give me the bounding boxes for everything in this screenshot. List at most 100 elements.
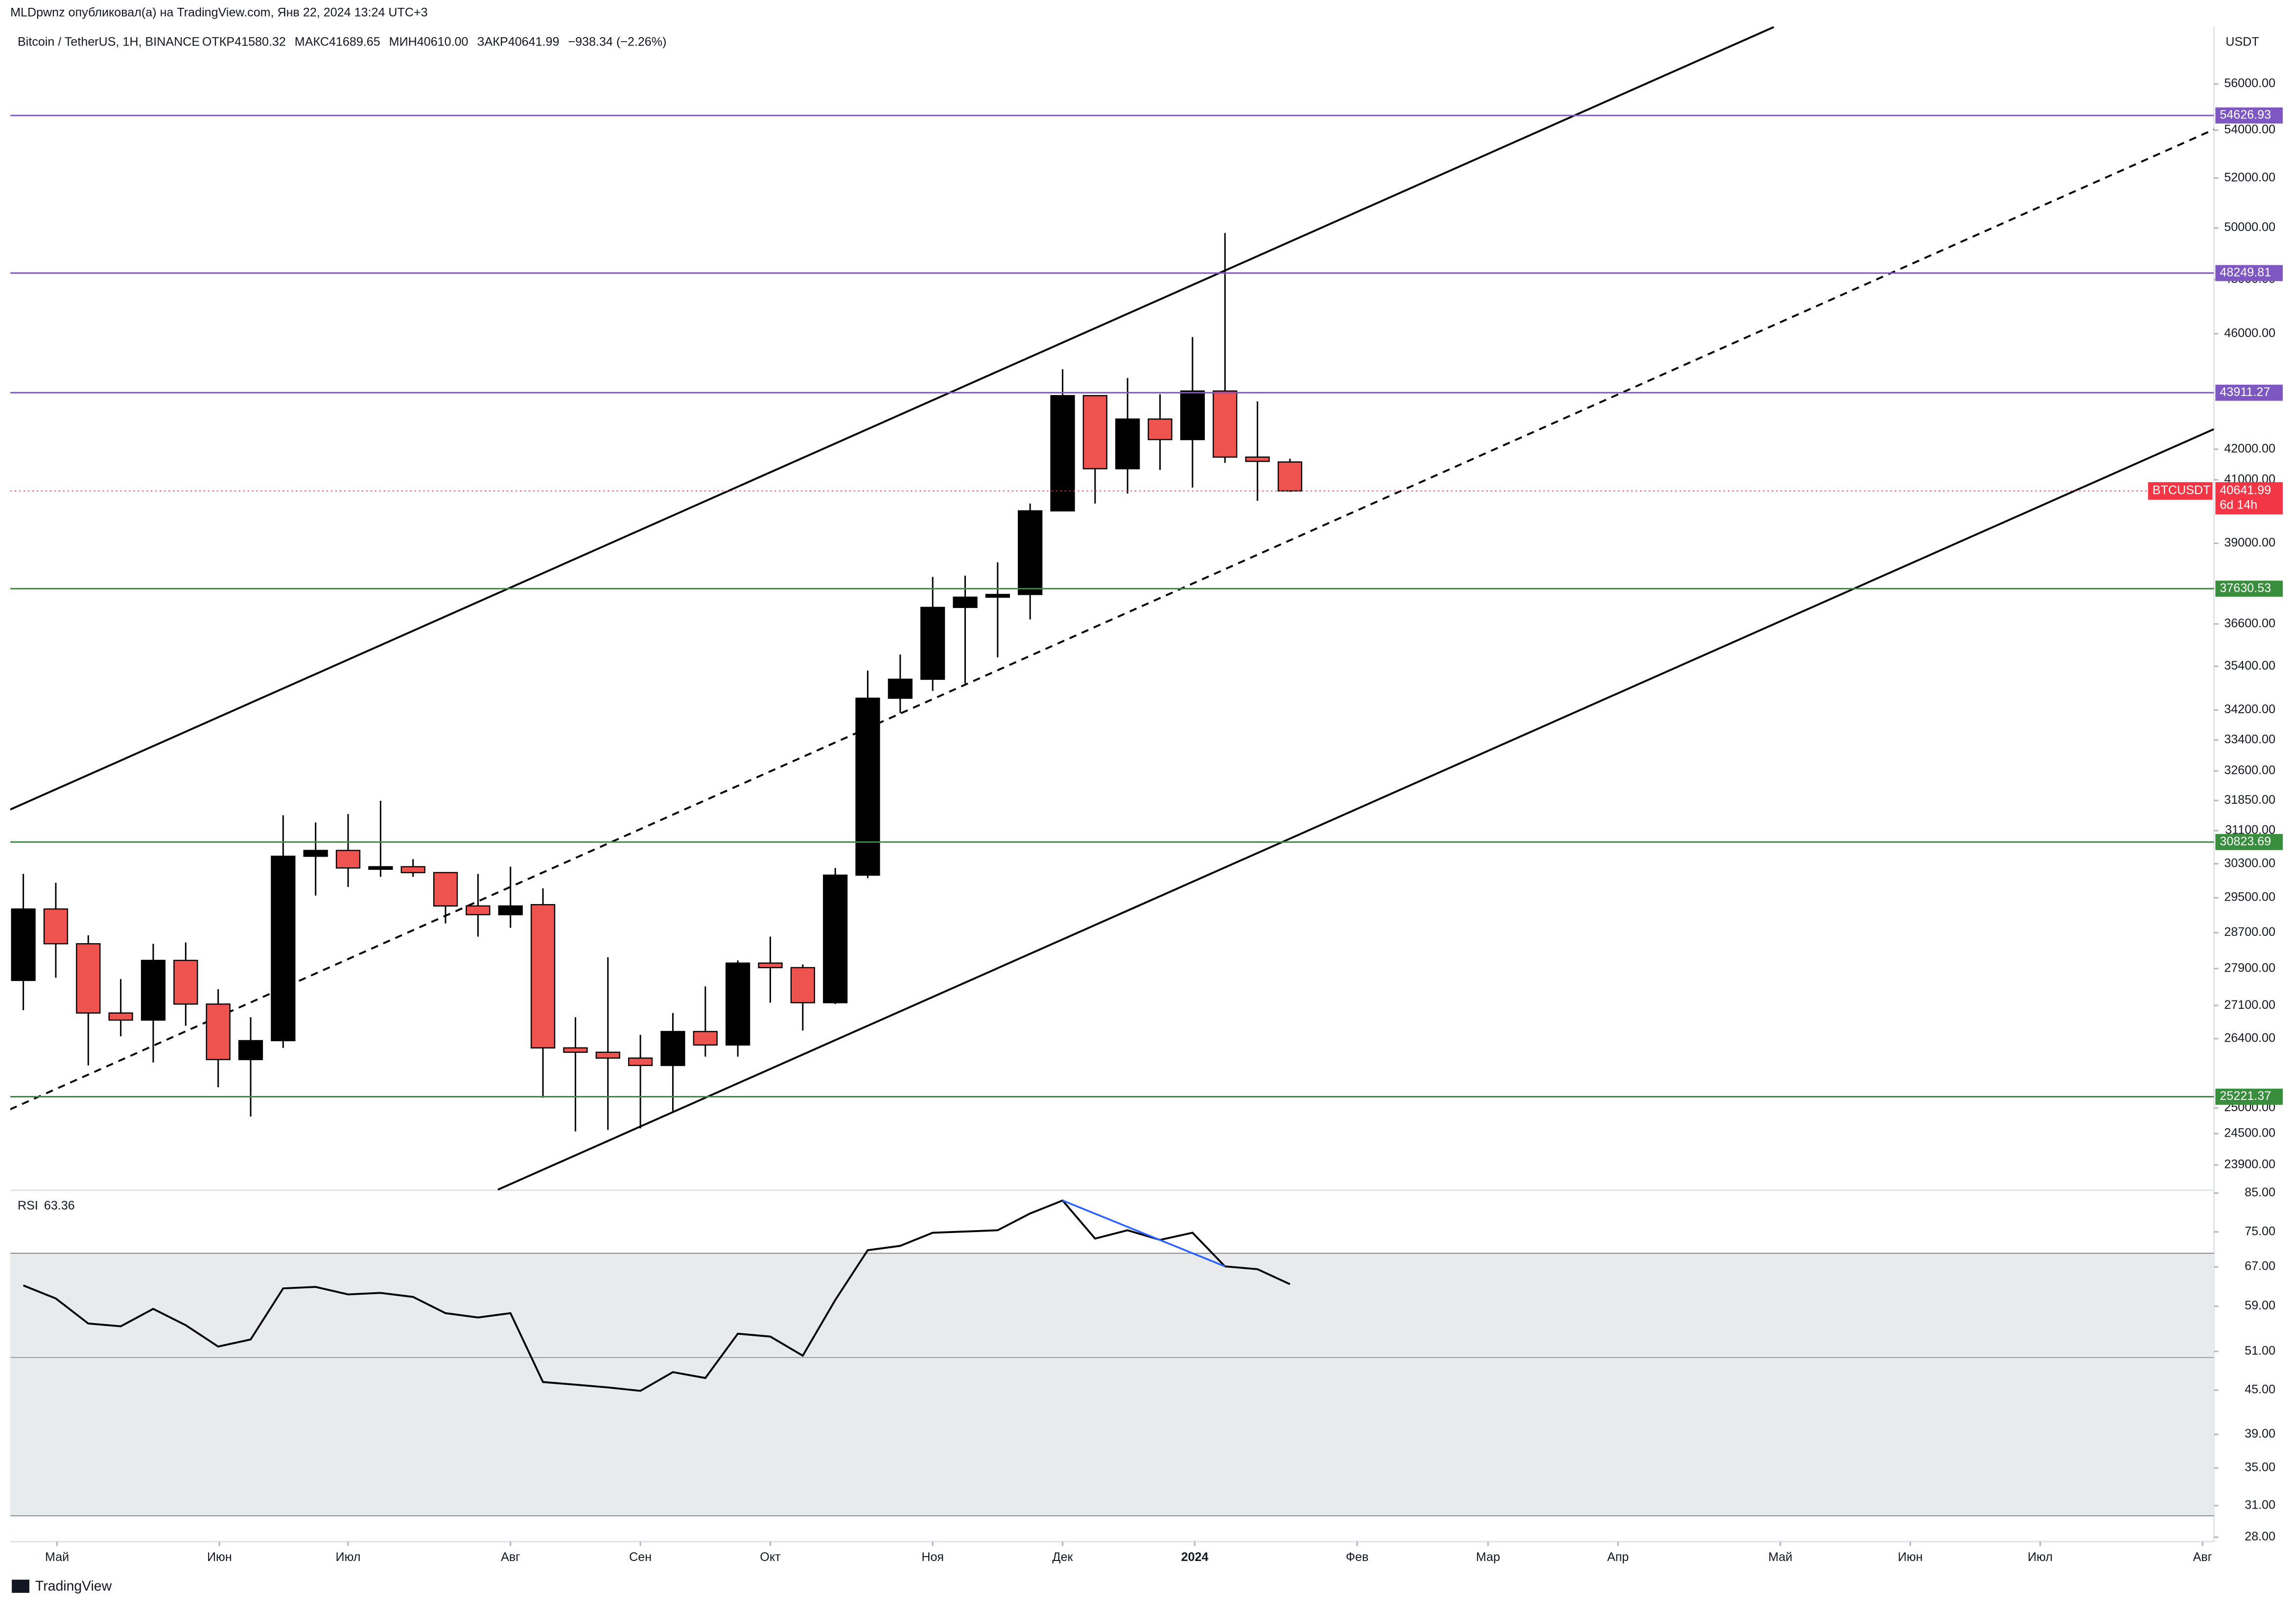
- y-tick-label: 75.00: [2245, 1224, 2275, 1238]
- y-tick-label: 39.00: [2245, 1427, 2275, 1441]
- candle-body: [141, 959, 166, 1021]
- symbol-label: BTCUSDT: [2153, 484, 2211, 497]
- level-label: 54626.93: [2220, 108, 2271, 122]
- x-tick-label: Фев: [1346, 1550, 1368, 1564]
- legend-value: 40641.99: [508, 35, 560, 48]
- candle-body: [855, 698, 880, 876]
- candle-body: [1180, 390, 1205, 441]
- legend-key: МАКС: [295, 35, 329, 48]
- header: MLDpwnz опубликовал(а) на TradingView.co…: [10, 6, 428, 20]
- y-tick-label: 28700.00: [2224, 925, 2275, 939]
- candle-body: [888, 678, 913, 699]
- y-tick-label: 67.00: [2245, 1259, 2275, 1273]
- candle-body: [726, 962, 750, 1046]
- x-tick-label: Июн: [1898, 1550, 1923, 1564]
- x-tick-label: Июл: [336, 1550, 361, 1564]
- brand: TradingView: [35, 1579, 112, 1594]
- rsi-value: 63.36: [44, 1199, 75, 1212]
- y-tick-label: 28.00: [2245, 1530, 2275, 1543]
- x-tick-label: Авг: [2193, 1550, 2212, 1564]
- rsi-band: [10, 1253, 2214, 1516]
- candle-body: [498, 905, 523, 915]
- candle-body: [11, 908, 36, 981]
- y-tick-label: 50000.00: [2224, 220, 2275, 234]
- candle-body: [985, 594, 1010, 598]
- level-tag: [2215, 1089, 2283, 1105]
- level-tag: [2215, 834, 2283, 850]
- x-tick-label: Май: [1768, 1550, 1792, 1564]
- legend-change: −938.34 (−2.26%): [568, 35, 666, 48]
- legend-value: 41689.65: [329, 35, 380, 48]
- brand-logo: [12, 1580, 29, 1593]
- candle-body: [238, 1040, 263, 1060]
- y-tick-label: 46000.00: [2224, 326, 2275, 340]
- candle-body: [173, 959, 198, 1005]
- level-tag: [2215, 384, 2283, 401]
- candle-body: [108, 1012, 133, 1021]
- candle-body: [530, 904, 556, 1048]
- y-tick-label: 27100.00: [2224, 998, 2275, 1012]
- candle-body: [660, 1031, 685, 1066]
- candle-body: [1245, 456, 1270, 462]
- y-tick-label: 26400.00: [2224, 1031, 2275, 1045]
- candle-body: [628, 1057, 653, 1066]
- y-tick-label: 39000.00: [2224, 536, 2275, 550]
- candle-body: [1148, 418, 1172, 441]
- symbol: Bitcoin / TetherUS, 1Н, BINANCE: [18, 35, 200, 48]
- y-tick-label: 33400.00: [2224, 733, 2275, 746]
- x-tick-label: Авг: [501, 1550, 520, 1564]
- level-tag: [2215, 107, 2283, 124]
- legend-value: 40610.00: [417, 35, 469, 48]
- y-tick-label: 24500.00: [2224, 1126, 2275, 1140]
- trendline: [10, 128, 2214, 1111]
- x-tick-label: Апр: [1607, 1550, 1629, 1564]
- trendline: [497, 428, 2214, 1190]
- y-tick-label: 35400.00: [2224, 659, 2275, 673]
- rsi-name: RSI: [18, 1199, 38, 1212]
- level-label: 37630.53: [2220, 581, 2271, 595]
- x-tick-label: 2024: [1181, 1550, 1209, 1564]
- candle-body: [368, 866, 393, 870]
- price-tag: [2215, 482, 2283, 514]
- y-tick-label: 32600.00: [2224, 764, 2275, 777]
- y-tick-label: 52000.00: [2224, 170, 2275, 184]
- trendline: [10, 26, 1775, 811]
- rsi-line: [23, 1199, 1290, 1392]
- level-tag: [2215, 581, 2283, 597]
- y-tick-label: 35.00: [2245, 1461, 2275, 1474]
- legend-key: ОТКР: [202, 35, 234, 48]
- y-tick-label: 30300.00: [2224, 856, 2275, 870]
- last-price-label: 40641.99: [2220, 484, 2271, 497]
- symbol-tag: [2148, 482, 2213, 500]
- candle-body: [758, 962, 783, 969]
- candle-body: [76, 943, 101, 1014]
- legend-key: МИН: [389, 35, 417, 48]
- y-tick-label: 29500.00: [2224, 890, 2275, 904]
- y-tick-label: 85.00: [2245, 1186, 2275, 1199]
- candle-body: [1115, 418, 1140, 469]
- y-tick-label: 56000.00: [2224, 76, 2275, 90]
- legend: ОТКР41580.32 МАКС41689.65 МИН40610.00 ЗАКР4…: [202, 35, 667, 48]
- y-tick-label: 54000.00: [2224, 123, 2275, 137]
- x-tick-label: Сен: [629, 1550, 652, 1564]
- candle-body: [433, 872, 458, 907]
- candle-body: [466, 905, 491, 915]
- candle-body: [1277, 461, 1303, 492]
- candle-body: [335, 850, 361, 869]
- y-tick-label: 34200.00: [2224, 702, 2275, 716]
- y-tick-label: 42000.00: [2224, 442, 2275, 455]
- y-tick-label: 51.00: [2245, 1344, 2275, 1357]
- y-tick-label: 23900.00: [2224, 1158, 2275, 1171]
- candle-body: [206, 1003, 231, 1060]
- level-label: 48249.81: [2220, 266, 2271, 279]
- x-tick-label: Июл: [2028, 1550, 2053, 1564]
- candle-body: [1082, 395, 1108, 469]
- candle-body: [563, 1047, 588, 1053]
- x-tick-label: Мар: [1476, 1550, 1500, 1564]
- candle-body: [1050, 395, 1075, 512]
- candle-body: [953, 596, 978, 608]
- axis-unit: USDT: [2226, 35, 2259, 48]
- candle-body: [303, 850, 328, 857]
- legend-value: 41580.32: [234, 35, 286, 48]
